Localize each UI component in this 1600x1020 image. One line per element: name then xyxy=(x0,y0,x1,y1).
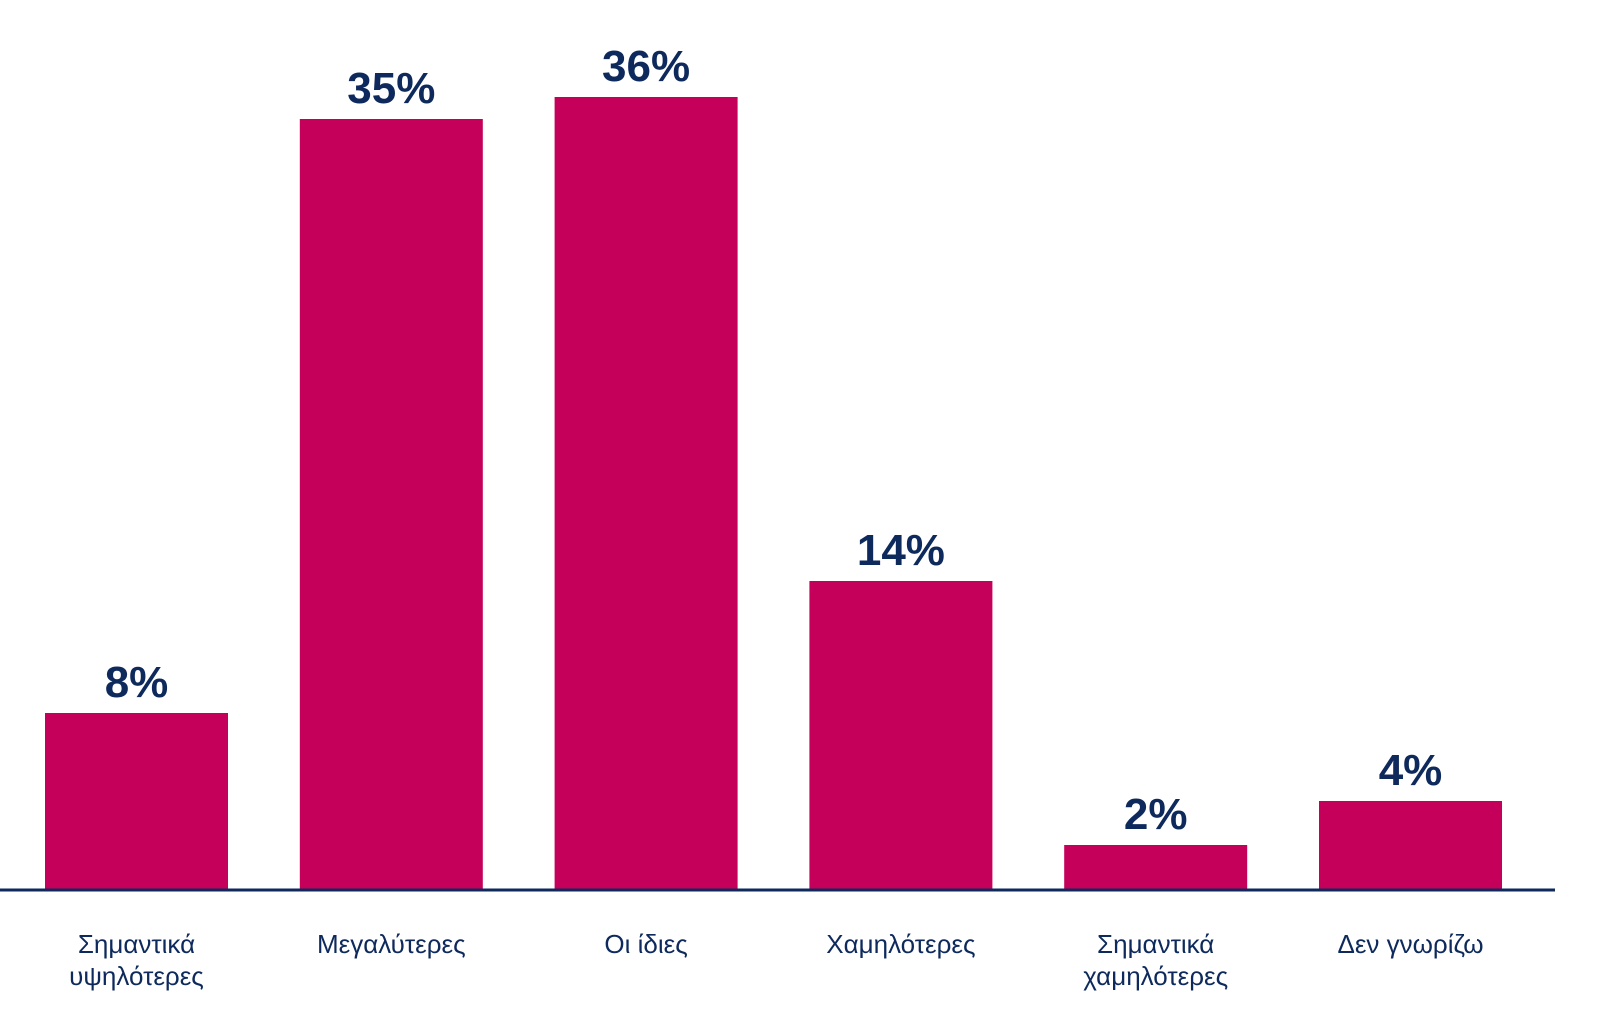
bar-5 xyxy=(1319,801,1502,889)
category-label-2-line-0: Οι ίδιες xyxy=(604,929,687,959)
value-labels-layer: 8% 35% 36% 14% 2% 4% xyxy=(105,42,1443,839)
value-label-2: 36% xyxy=(602,42,690,91)
bar-4 xyxy=(1064,845,1248,889)
value-label-3: 14% xyxy=(857,526,945,575)
category-label-1-line-0: Μεγαλύτερες xyxy=(317,929,466,959)
category-label-3-line-0: Χαμηλότερες xyxy=(826,929,975,959)
bar-1 xyxy=(299,119,483,889)
category-label-0-line-1: υψηλότερες xyxy=(69,961,204,991)
value-label-4: 2% xyxy=(1124,790,1188,839)
category-label-4-line-0: Σημαντικά xyxy=(1097,929,1214,959)
bar-0 xyxy=(45,713,228,889)
bars-layer xyxy=(45,97,1502,889)
value-label-1: 35% xyxy=(347,64,435,113)
value-label-5: 4% xyxy=(1379,746,1443,795)
bar-2 xyxy=(554,97,738,889)
value-label-0: 8% xyxy=(105,658,169,707)
bar-3 xyxy=(809,581,993,889)
category-label-4-line-1: χαμηλότερες xyxy=(1083,961,1228,991)
category-label-5-line-0: Δεν γνωρίζω xyxy=(1337,929,1483,959)
category-label-0-line-0: Σημαντικά xyxy=(78,929,195,959)
